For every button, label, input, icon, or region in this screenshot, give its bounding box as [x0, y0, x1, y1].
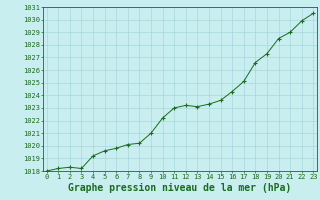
X-axis label: Graphe pression niveau de la mer (hPa): Graphe pression niveau de la mer (hPa) [68, 183, 292, 193]
